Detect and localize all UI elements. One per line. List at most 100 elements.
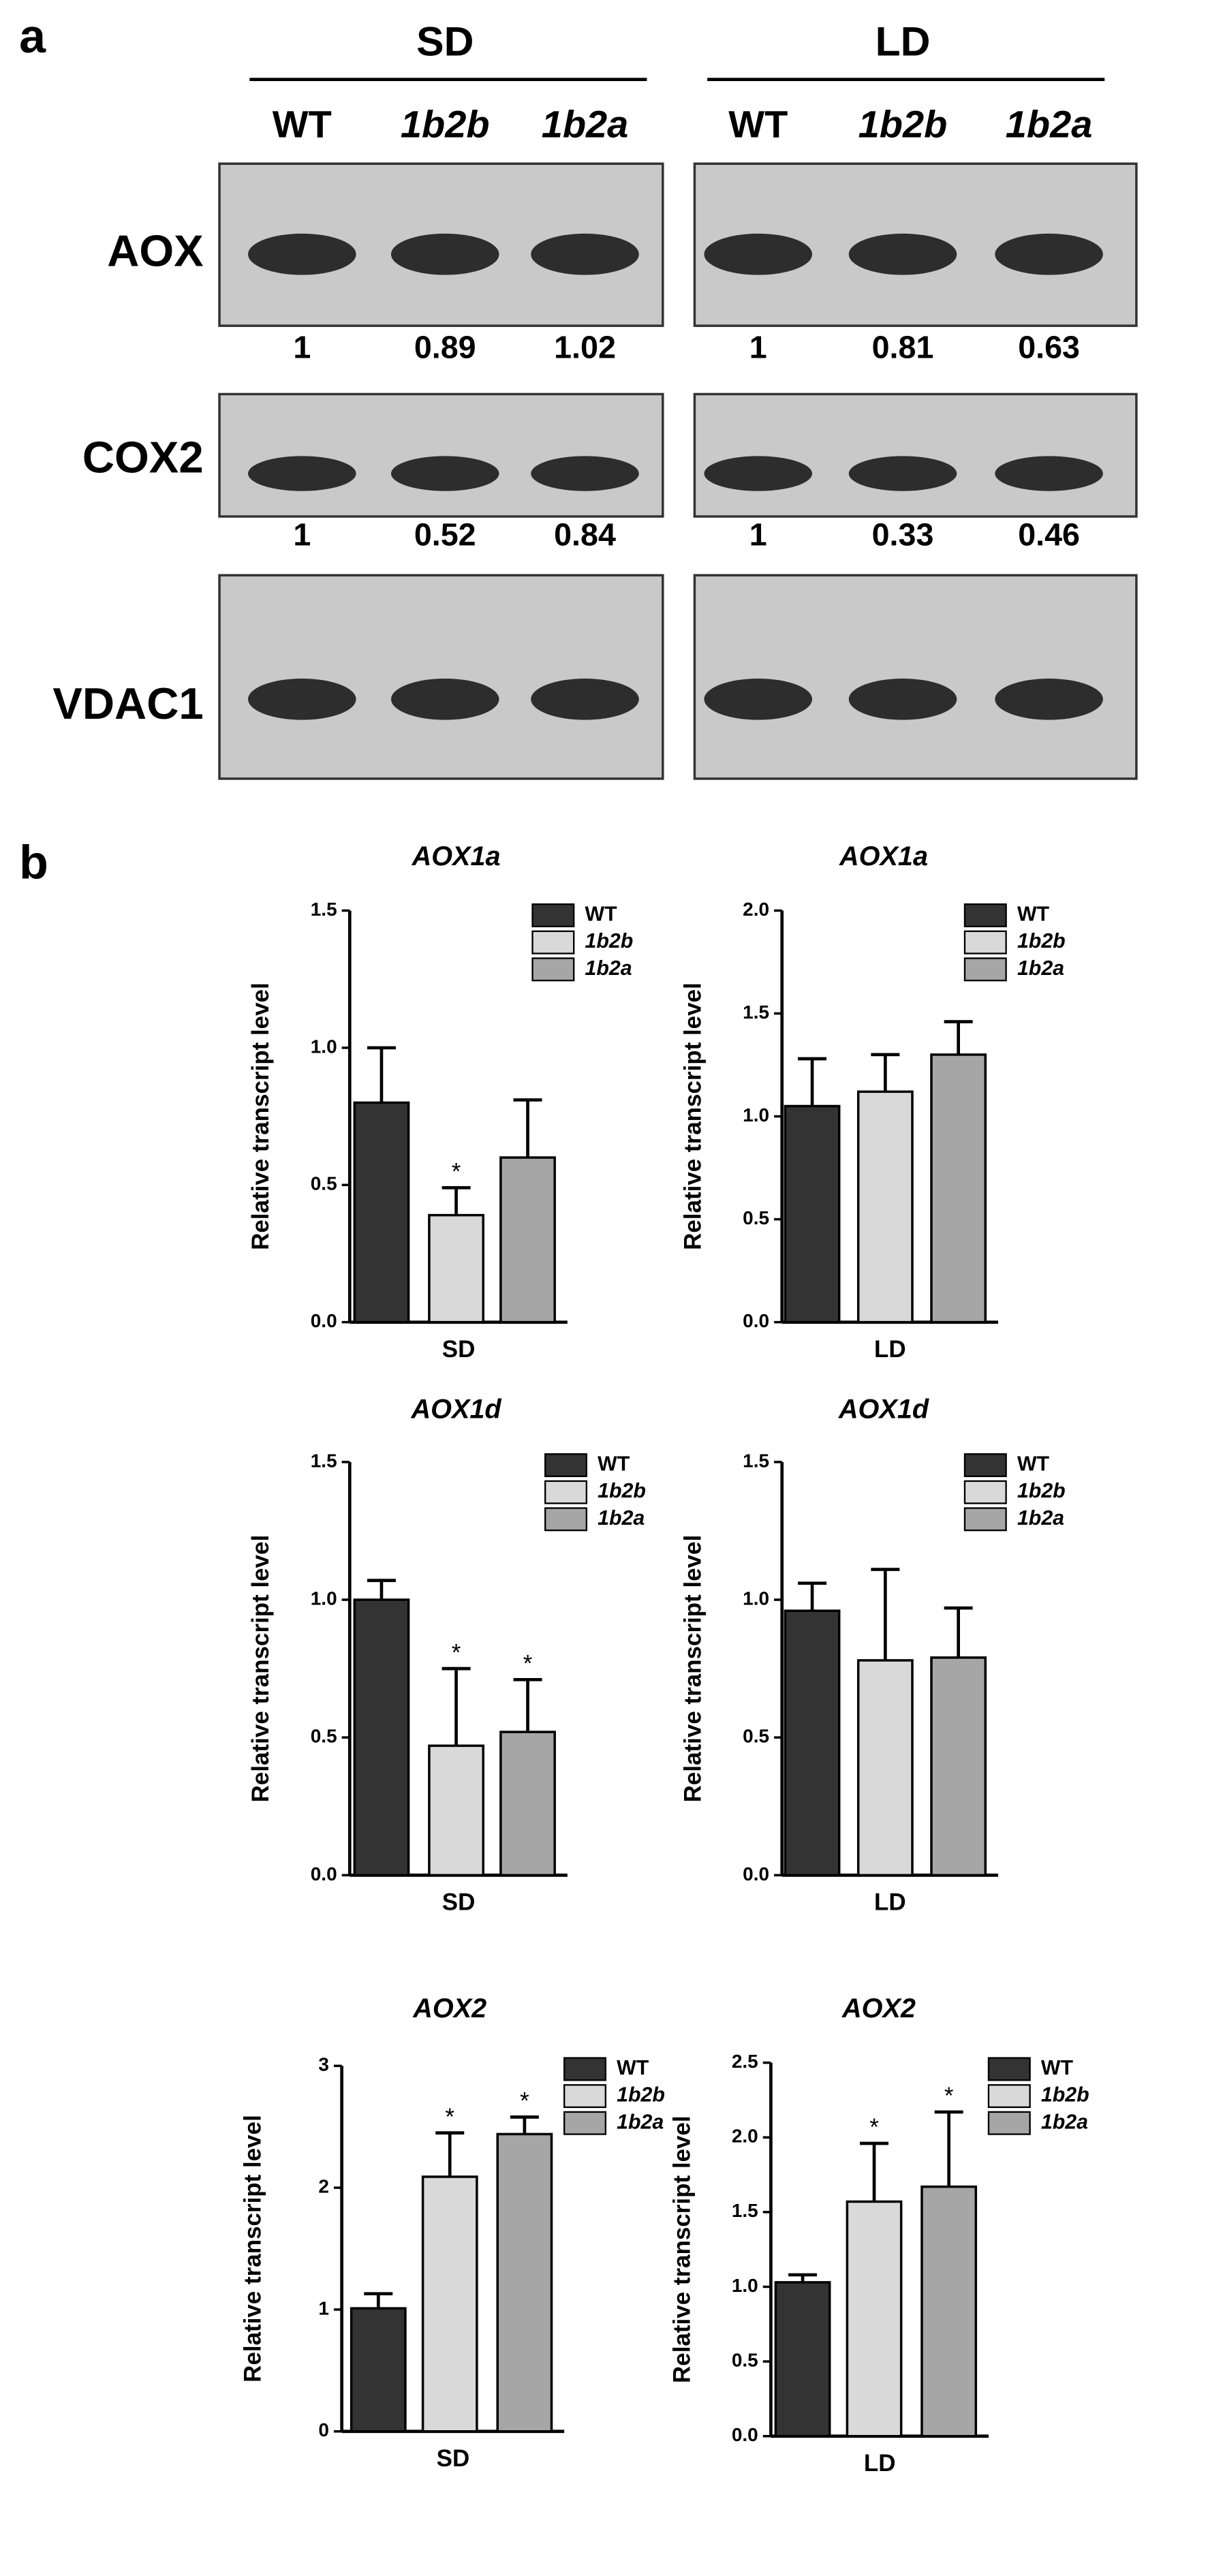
bar xyxy=(774,2281,831,2438)
legend-label: 1b2a xyxy=(617,2111,664,2133)
band xyxy=(704,678,813,720)
y-tick-label: 0.0 xyxy=(311,1310,337,1331)
x-category-label: LD xyxy=(874,1889,906,1916)
x-category-label: LD xyxy=(864,2450,896,2477)
bar xyxy=(350,2307,407,2433)
x-category-label: SD xyxy=(442,1336,476,1363)
band xyxy=(531,233,639,275)
y-tick-label: 2.0 xyxy=(743,899,769,920)
quantification: 1 xyxy=(293,517,311,553)
quantification: 0.52 xyxy=(414,517,476,553)
significance-marker: * xyxy=(452,1159,461,1185)
x-category-label: SD xyxy=(442,1889,476,1916)
lane-label: 1b2b xyxy=(858,102,948,145)
quantification: 1.02 xyxy=(554,329,616,364)
legend-swatch xyxy=(531,903,575,928)
legend-swatch xyxy=(963,930,1007,955)
lane-label: 1b2a xyxy=(542,102,629,145)
legend-label: WT xyxy=(598,1453,630,1476)
bar xyxy=(428,1744,484,1877)
bar xyxy=(920,2185,978,2438)
y-tick-label: 1.0 xyxy=(743,1587,769,1609)
y-tick-label: 1.5 xyxy=(311,1450,337,1471)
bar xyxy=(930,1053,987,1324)
legend-label: 1b2a xyxy=(598,1507,645,1530)
band xyxy=(848,456,957,491)
protein-label: COX2 xyxy=(82,433,204,482)
band xyxy=(704,456,813,491)
band xyxy=(848,678,957,720)
legend-swatch xyxy=(963,957,1007,982)
legend-label: WT xyxy=(617,2057,649,2079)
legend-swatch xyxy=(531,930,575,955)
legend-swatch xyxy=(563,2057,606,2081)
panel-label: a xyxy=(19,10,46,63)
bar xyxy=(496,2132,553,2433)
y-tick-label: 0.5 xyxy=(743,1726,769,1747)
bar xyxy=(784,1104,841,1324)
bar xyxy=(930,1656,987,1877)
legend-swatch xyxy=(987,2111,1031,2135)
y-tick-label: 1 xyxy=(318,2297,329,2318)
quantification: 0.46 xyxy=(1018,517,1080,553)
y-tick-label: 2.0 xyxy=(732,2126,758,2147)
quantification: 1 xyxy=(749,517,767,553)
quantification: 0.81 xyxy=(872,329,934,364)
quantification: 0.63 xyxy=(1018,329,1080,364)
bar xyxy=(499,1731,556,1877)
bar xyxy=(428,1213,484,1324)
legend-label: 1b2b xyxy=(585,930,634,952)
protein-label: AOX xyxy=(107,226,204,275)
legend-swatch xyxy=(531,957,575,982)
y-axis-label: Relative transcript level xyxy=(247,982,274,1250)
band xyxy=(248,678,356,720)
significance-marker: * xyxy=(452,1639,461,1666)
legend-label: WT xyxy=(1041,2057,1074,2079)
band xyxy=(995,456,1103,491)
legend-label: 1b2a xyxy=(1017,957,1064,980)
quantification: 0.89 xyxy=(414,329,476,364)
legend-swatch xyxy=(963,1507,1007,1532)
legend-swatch xyxy=(544,1507,588,1532)
y-axis-label: Relative transcript level xyxy=(247,1535,274,1803)
chart-title: AOX2 xyxy=(412,1993,486,2023)
y-tick-label: 0.5 xyxy=(743,1207,769,1228)
band xyxy=(704,233,813,275)
lane-label: 1b2b xyxy=(401,102,490,145)
blot xyxy=(693,574,1138,780)
legend-swatch xyxy=(963,1480,1007,1504)
legend-label: 1b2b xyxy=(1017,1480,1066,1502)
band xyxy=(248,456,356,491)
bar xyxy=(856,1090,914,1324)
y-tick-label: 0 xyxy=(318,2419,329,2440)
bar xyxy=(784,1609,841,1877)
y-axis-label: Relative transcript level xyxy=(680,982,707,1250)
band xyxy=(390,233,499,275)
band xyxy=(390,456,499,491)
blot xyxy=(218,574,664,780)
quantification: 1 xyxy=(293,329,311,364)
legend-swatch xyxy=(563,2111,606,2135)
y-tick-label: 1.0 xyxy=(311,1587,337,1609)
protein-label: VDAC1 xyxy=(52,679,203,728)
bar xyxy=(499,1156,556,1324)
chart-title: AOX2 xyxy=(841,1993,916,2023)
significance-marker: * xyxy=(869,2114,879,2141)
significance-marker: * xyxy=(445,2104,454,2130)
lane-label: WT xyxy=(728,102,788,145)
x-category-label: SD xyxy=(437,2445,470,2472)
quantification: 1 xyxy=(749,329,767,364)
y-tick-label: 1.0 xyxy=(732,2275,758,2296)
band xyxy=(531,456,639,491)
bar xyxy=(846,2200,903,2438)
band xyxy=(248,233,356,275)
legend-label: WT xyxy=(585,903,618,926)
y-tick-label: 2 xyxy=(318,2175,329,2197)
quantification: 0.33 xyxy=(872,517,934,553)
band xyxy=(848,233,957,275)
legend-label: 1b2b xyxy=(617,2084,665,2107)
y-tick-label: 1.5 xyxy=(311,899,337,920)
group-label: SD xyxy=(416,18,474,64)
significance-marker: * xyxy=(944,2083,954,2109)
